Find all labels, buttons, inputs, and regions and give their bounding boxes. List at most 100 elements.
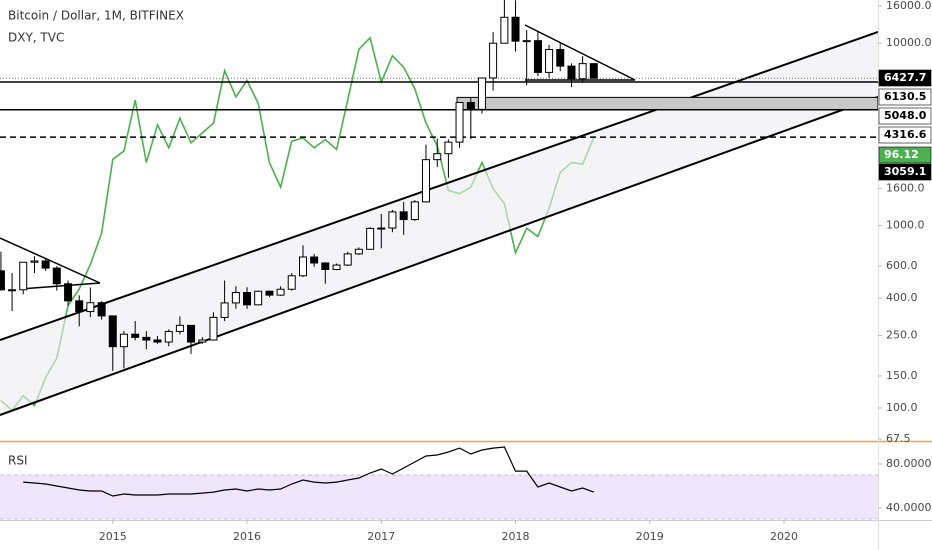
candle-body	[75, 300, 84, 313]
candle-body	[209, 316, 218, 341]
candle-body	[175, 324, 184, 332]
chart-title: Bitcoin / Dollar, 1M, BITFINEX	[8, 9, 184, 23]
x-tick-label: 2015	[99, 530, 127, 543]
y-tick-label: 400.0	[886, 291, 918, 304]
candle-body	[377, 227, 386, 230]
candle-body	[86, 302, 95, 313]
candle-body	[187, 324, 196, 343]
candle-body	[455, 102, 464, 143]
candle-body	[410, 201, 419, 221]
x-tick-label: 2016	[233, 530, 261, 543]
candle-body	[142, 336, 151, 341]
channel-lower	[0, 96, 878, 416]
triangle-line	[0, 237, 101, 284]
candle-body	[578, 63, 587, 80]
price-label-bg	[878, 126, 932, 144]
candle-body	[19, 261, 28, 291]
rsi-label: RSI	[8, 454, 28, 468]
y-tick-label: 1600.0	[886, 181, 925, 194]
candle-body	[97, 302, 106, 317]
candle-body	[119, 333, 128, 348]
candle-body	[108, 315, 117, 348]
candle-body	[131, 333, 140, 338]
candle-body	[164, 330, 173, 343]
rsi-band	[0, 475, 878, 520]
axis-layer: 16000.0 10000.0 1600.0 1000.0 600.0 400.0 250.…	[99, 0, 932, 543]
candle-body	[545, 48, 554, 73]
candle-body	[533, 40, 542, 73]
candle-body	[433, 153, 442, 161]
candle-body	[8, 289, 17, 292]
zone	[456, 96, 878, 111]
candle-body	[343, 253, 352, 266]
y-tick-label: 1000.0	[886, 219, 925, 232]
candle-body	[30, 260, 39, 263]
price-label: 6130.5	[884, 90, 926, 103]
candle-body	[421, 159, 430, 203]
triangle-line	[19, 282, 101, 290]
candle-body	[52, 267, 61, 285]
candle-body	[399, 211, 408, 221]
rsi-line	[23, 446, 595, 497]
candle-body	[310, 256, 319, 264]
channel-upper	[0, 31, 878, 341]
y-tick-label: 10000.0	[886, 36, 932, 49]
price-label-bg	[878, 163, 932, 181]
price-label: 5048.0	[884, 109, 927, 122]
candle-body	[153, 339, 162, 343]
candle-body	[500, 16, 509, 44]
candle-body	[254, 290, 263, 306]
price-label-bg	[878, 69, 932, 87]
candle-body	[477, 77, 486, 110]
y-tick-label: 100.0	[886, 401, 918, 414]
candle-body	[299, 256, 308, 277]
y-tick-label: 67.5	[886, 432, 911, 445]
rsi-tick-label: 40.0000	[886, 501, 932, 514]
candle-body	[511, 16, 520, 42]
main-pane	[0, 0, 878, 416]
candle-body	[276, 288, 285, 296]
price-label-bg	[878, 107, 932, 125]
rsi-pane	[0, 446, 878, 520]
x-tick-label: 2018	[502, 530, 530, 543]
candle-body	[466, 102, 475, 110]
candle-body	[354, 248, 363, 255]
candle-body	[589, 63, 598, 79]
candles-layer	[0, 0, 598, 371]
x-tick-label: 2017	[367, 530, 395, 543]
candle-body	[444, 141, 453, 155]
candle-body	[489, 42, 498, 79]
price-label: 96.12	[884, 148, 919, 161]
channel-fill	[0, 32, 878, 415]
candle-body	[41, 260, 50, 269]
candle-body	[64, 283, 73, 302]
x-tick-label: 2019	[636, 530, 664, 543]
y-tick-label: 600.0	[886, 259, 918, 272]
price-label-bg	[878, 146, 932, 164]
candle-body	[567, 65, 576, 80]
candle-body	[0, 270, 5, 291]
candle-body	[522, 40, 531, 43]
price-label: 6427.7	[884, 71, 926, 84]
price-label-bg	[878, 88, 932, 106]
y-tick-label: 16000.0	[886, 0, 932, 12]
candle-body	[231, 291, 240, 304]
x-tick-label: 2020	[770, 530, 798, 543]
rsi-tick-label: 80.0000	[886, 457, 932, 470]
candle-body	[388, 211, 397, 229]
legend-entry: DXY, TVC	[8, 31, 64, 45]
candle-body	[332, 264, 341, 270]
candle-body	[321, 262, 330, 270]
candle-body	[366, 227, 375, 250]
candle-body	[220, 302, 229, 318]
price-label: 3059.1	[884, 165, 926, 178]
price-label: 4316.6	[884, 128, 927, 141]
candle-body	[243, 291, 252, 306]
candle-body	[556, 48, 565, 67]
candle-body	[265, 290, 274, 296]
candle-body	[198, 339, 207, 343]
levels-layer	[0, 77, 878, 138]
candle-body	[287, 275, 296, 290]
y-tick-label: 150.0	[886, 369, 918, 382]
